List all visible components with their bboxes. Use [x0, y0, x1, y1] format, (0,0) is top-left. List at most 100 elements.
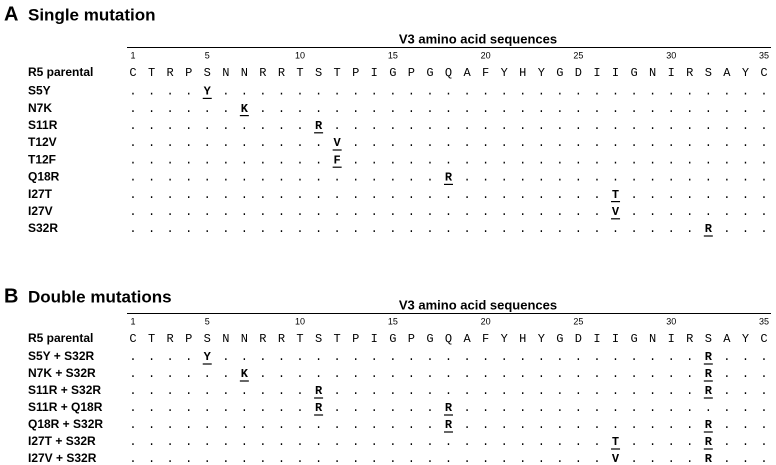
residue: . — [538, 452, 545, 465]
residue: G — [556, 66, 563, 80]
residue: . — [760, 205, 767, 219]
residue: . — [630, 102, 637, 116]
residue: . — [742, 222, 749, 236]
residue: . — [185, 452, 192, 465]
residue: . — [501, 119, 508, 133]
residue: . — [259, 153, 266, 167]
residue: . — [167, 153, 174, 167]
residue: . — [259, 102, 266, 116]
residue: . — [334, 85, 341, 99]
position-number: 5 — [205, 316, 210, 326]
residue: . — [167, 435, 174, 449]
residue: . — [222, 418, 229, 432]
residue: . — [668, 119, 675, 133]
residue: . — [538, 136, 545, 150]
residue: . — [575, 136, 582, 150]
residue: . — [204, 452, 211, 465]
residue: . — [278, 418, 285, 432]
residue: . — [649, 367, 656, 381]
mutated-residue: R — [705, 435, 713, 449]
residue: . — [352, 171, 359, 185]
residue: . — [204, 136, 211, 150]
mutated-residue: R — [705, 367, 713, 381]
residue: Y — [742, 332, 749, 346]
residue: . — [185, 401, 192, 415]
residue: . — [501, 384, 508, 398]
residue: . — [185, 119, 192, 133]
residue: . — [593, 384, 600, 398]
residue: . — [538, 119, 545, 133]
residue: P — [352, 66, 359, 80]
residue: . — [630, 350, 637, 364]
residue: . — [315, 222, 322, 236]
residue: H — [519, 332, 526, 346]
residue: . — [334, 384, 341, 398]
position-number: 15 — [388, 50, 398, 60]
residue: . — [575, 384, 582, 398]
residue: Y — [501, 66, 508, 80]
residue: . — [148, 102, 155, 116]
residue: . — [185, 171, 192, 185]
residue: . — [167, 222, 174, 236]
residue: . — [426, 85, 433, 99]
mutated-residue: Y — [204, 85, 212, 99]
residue: . — [259, 188, 266, 202]
residue: . — [705, 205, 712, 219]
residue: . — [723, 367, 730, 381]
row-label: S5Y — [28, 84, 51, 98]
residue: . — [649, 401, 656, 415]
residue: . — [482, 102, 489, 116]
residue: . — [519, 401, 526, 415]
residue: P — [185, 66, 192, 80]
residue: . — [296, 205, 303, 219]
residue: . — [723, 205, 730, 219]
residue: . — [742, 119, 749, 133]
residue: . — [129, 418, 136, 432]
mutated-residue: Y — [204, 350, 212, 364]
residue: . — [371, 367, 378, 381]
residue: . — [575, 222, 582, 236]
residue: . — [593, 102, 600, 116]
residue: . — [705, 136, 712, 150]
residue: . — [259, 401, 266, 415]
residue: . — [482, 205, 489, 219]
residue: . — [408, 171, 415, 185]
mutated-residue: R — [315, 384, 323, 398]
residue: . — [593, 435, 600, 449]
residue: . — [556, 384, 563, 398]
residue: T — [334, 66, 341, 80]
residue: . — [352, 384, 359, 398]
residue: . — [352, 222, 359, 236]
position-number: 10 — [295, 50, 305, 60]
residue: . — [204, 102, 211, 116]
residue: . — [278, 401, 285, 415]
residue: C — [129, 332, 136, 346]
residue: . — [426, 350, 433, 364]
position-number: 25 — [573, 50, 583, 60]
residue: . — [371, 384, 378, 398]
residue: . — [723, 188, 730, 202]
residue: P — [352, 332, 359, 346]
residue: . — [296, 119, 303, 133]
residue: . — [519, 452, 526, 465]
residue: . — [463, 188, 470, 202]
residue: . — [556, 119, 563, 133]
position-number: 30 — [666, 316, 676, 326]
residue: C — [129, 66, 136, 80]
residue: . — [519, 102, 526, 116]
residue: . — [426, 222, 433, 236]
residue: . — [538, 350, 545, 364]
residue: . — [686, 85, 693, 99]
residue: . — [649, 188, 656, 202]
residue: . — [463, 418, 470, 432]
panel-letter: A — [4, 3, 18, 25]
panel-title: Double mutations — [28, 287, 172, 306]
residue: . — [389, 367, 396, 381]
residue: . — [556, 188, 563, 202]
residue: . — [352, 85, 359, 99]
position-number: 10 — [295, 316, 305, 326]
residue: . — [426, 418, 433, 432]
residue: . — [259, 384, 266, 398]
residue: . — [241, 452, 248, 465]
residue: R — [686, 332, 693, 346]
